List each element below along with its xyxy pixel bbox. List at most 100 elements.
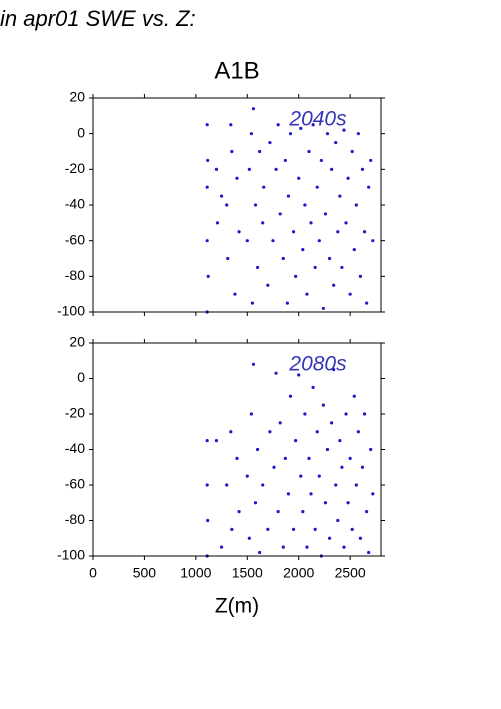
x-tick-label: 0 — [89, 565, 97, 581]
data-point — [334, 483, 338, 487]
data-point — [255, 447, 260, 452]
data-point — [268, 140, 272, 145]
data-point — [327, 536, 332, 540]
page-title: in apr01 SWE vs. Z: — [0, 6, 196, 31]
data-point — [291, 527, 296, 531]
data-point — [313, 265, 317, 270]
data-point — [261, 221, 265, 225]
data-point — [303, 412, 307, 416]
data-point — [342, 128, 346, 132]
data-point — [323, 501, 328, 505]
data-point — [206, 518, 210, 523]
x-tick-label: 500 — [133, 565, 157, 581]
data-point — [362, 412, 367, 416]
data-point — [233, 292, 237, 296]
data-point — [371, 239, 375, 243]
data-point — [281, 256, 285, 261]
data-point — [315, 430, 319, 434]
data-point — [348, 292, 352, 296]
data-point — [214, 167, 219, 171]
data-point — [297, 373, 301, 377]
y-tick-label: -100 — [57, 303, 85, 319]
data-point — [219, 545, 224, 549]
data-point — [311, 123, 315, 127]
data-point — [276, 510, 280, 514]
data-point — [291, 230, 296, 234]
data-point — [365, 510, 369, 514]
data-point — [309, 492, 313, 496]
data-point — [219, 194, 224, 198]
data-point — [237, 510, 241, 514]
data-point — [334, 140, 338, 145]
data-point — [250, 301, 255, 305]
data-point — [340, 465, 344, 469]
data-point — [206, 158, 210, 163]
data-point — [225, 203, 229, 207]
data-point — [271, 239, 275, 243]
data-point — [352, 394, 356, 398]
data-point — [205, 185, 209, 189]
data-point — [360, 167, 365, 171]
data-point — [266, 283, 270, 287]
data-point — [272, 465, 276, 469]
y-tick-label: -100 — [57, 547, 85, 563]
y-tick-label: -60 — [65, 476, 85, 492]
data-point — [365, 301, 369, 305]
data-point — [342, 545, 346, 549]
data-point — [336, 518, 340, 523]
data-point — [249, 412, 253, 416]
data-point — [354, 483, 358, 487]
y-tick-label: 0 — [77, 124, 85, 140]
data-point — [358, 536, 363, 540]
data-point — [325, 447, 330, 452]
data-point — [253, 203, 258, 207]
data-point — [321, 306, 325, 311]
data-point — [313, 527, 317, 531]
data-point — [229, 123, 233, 127]
data-point — [348, 456, 352, 460]
data-point — [255, 265, 260, 270]
data-point — [303, 203, 307, 207]
data-point — [245, 239, 249, 243]
data-point — [362, 230, 367, 234]
data-point — [346, 501, 350, 505]
y-tick-label: 20 — [69, 334, 85, 350]
data-point — [358, 274, 363, 278]
y-tick-label: -60 — [65, 231, 85, 247]
data-point — [307, 149, 311, 154]
data-point — [371, 492, 375, 496]
data-point — [307, 456, 311, 460]
data-point — [346, 176, 350, 180]
data-point — [344, 221, 348, 225]
data-point — [336, 230, 340, 234]
annotation: 2040s — [288, 108, 347, 131]
data-point — [350, 149, 354, 154]
data-point — [258, 149, 262, 154]
data-point — [352, 247, 356, 252]
data-point — [321, 403, 325, 407]
data-point — [301, 247, 305, 252]
data-point — [283, 158, 287, 163]
data-point — [261, 483, 265, 487]
y-tick-label: -20 — [65, 405, 85, 421]
data-point — [251, 107, 256, 111]
data-point — [281, 545, 285, 549]
data-point — [230, 527, 234, 531]
x-tick-label: 1000 — [180, 565, 211, 581]
data-point — [309, 221, 313, 225]
data-point — [283, 456, 287, 460]
data-point — [274, 371, 278, 375]
data-point — [367, 185, 371, 189]
data-point — [253, 501, 258, 505]
data-point — [330, 421, 334, 425]
data-point — [338, 194, 342, 198]
data-point — [340, 265, 344, 270]
data-point — [214, 439, 219, 443]
data-point — [205, 239, 209, 243]
data-point — [319, 158, 323, 163]
data-point — [205, 483, 209, 487]
data-point — [286, 492, 291, 496]
x-axis-label: Z(m) — [215, 595, 259, 618]
data-point — [235, 176, 239, 180]
